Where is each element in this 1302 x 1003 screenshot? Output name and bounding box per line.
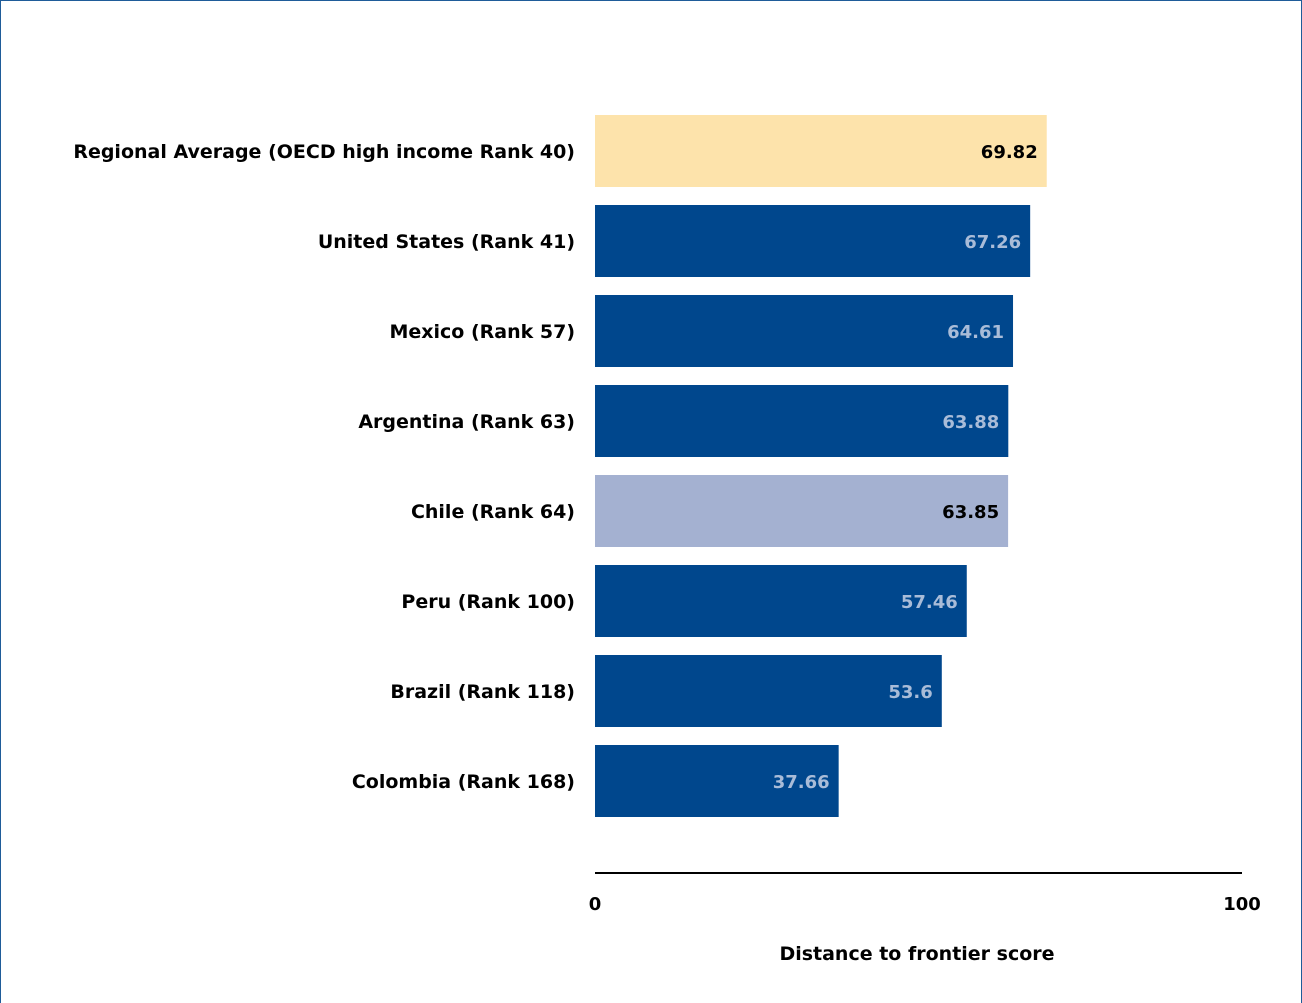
bar-0 [595,115,1047,187]
value-label-0: 69.82 [981,142,1038,163]
category-label-3: Argentina (Rank 63) [358,411,575,433]
x-tick-label-100: 100 [1223,894,1261,915]
value-label-6: 53.6 [888,682,932,703]
value-label-5: 57.46 [901,592,958,613]
value-label-1: 67.26 [964,232,1021,253]
bar-6 [595,655,942,727]
bar-4 [595,475,1009,547]
category-label-5: Peru (Rank 100) [401,591,575,613]
category-label-0: Regional Average (OECD high income Rank … [73,141,575,163]
value-label-2: 64.61 [947,322,1004,343]
x-axis-title: Distance to frontier score [779,943,1054,965]
value-label-4: 63.85 [942,502,999,523]
value-label-7: 37.66 [773,772,830,793]
category-label-2: Mexico (Rank 57) [389,321,575,343]
bar-5 [595,565,967,637]
value-label-3: 63.88 [942,412,999,433]
bar-3 [595,385,1009,457]
category-label-7: Colombia (Rank 168) [352,771,575,793]
x-tick-label-0: 0 [589,894,602,915]
category-label-4: Chile (Rank 64) [411,501,575,523]
category-label-1: United States (Rank 41) [318,231,575,253]
bar-1 [595,205,1031,277]
bar-2 [595,295,1014,367]
bar-7 [595,745,839,817]
category-label-6: Brazil (Rank 118) [390,681,575,703]
bars-group: Regional Average (OECD high income Rank … [73,115,1047,817]
